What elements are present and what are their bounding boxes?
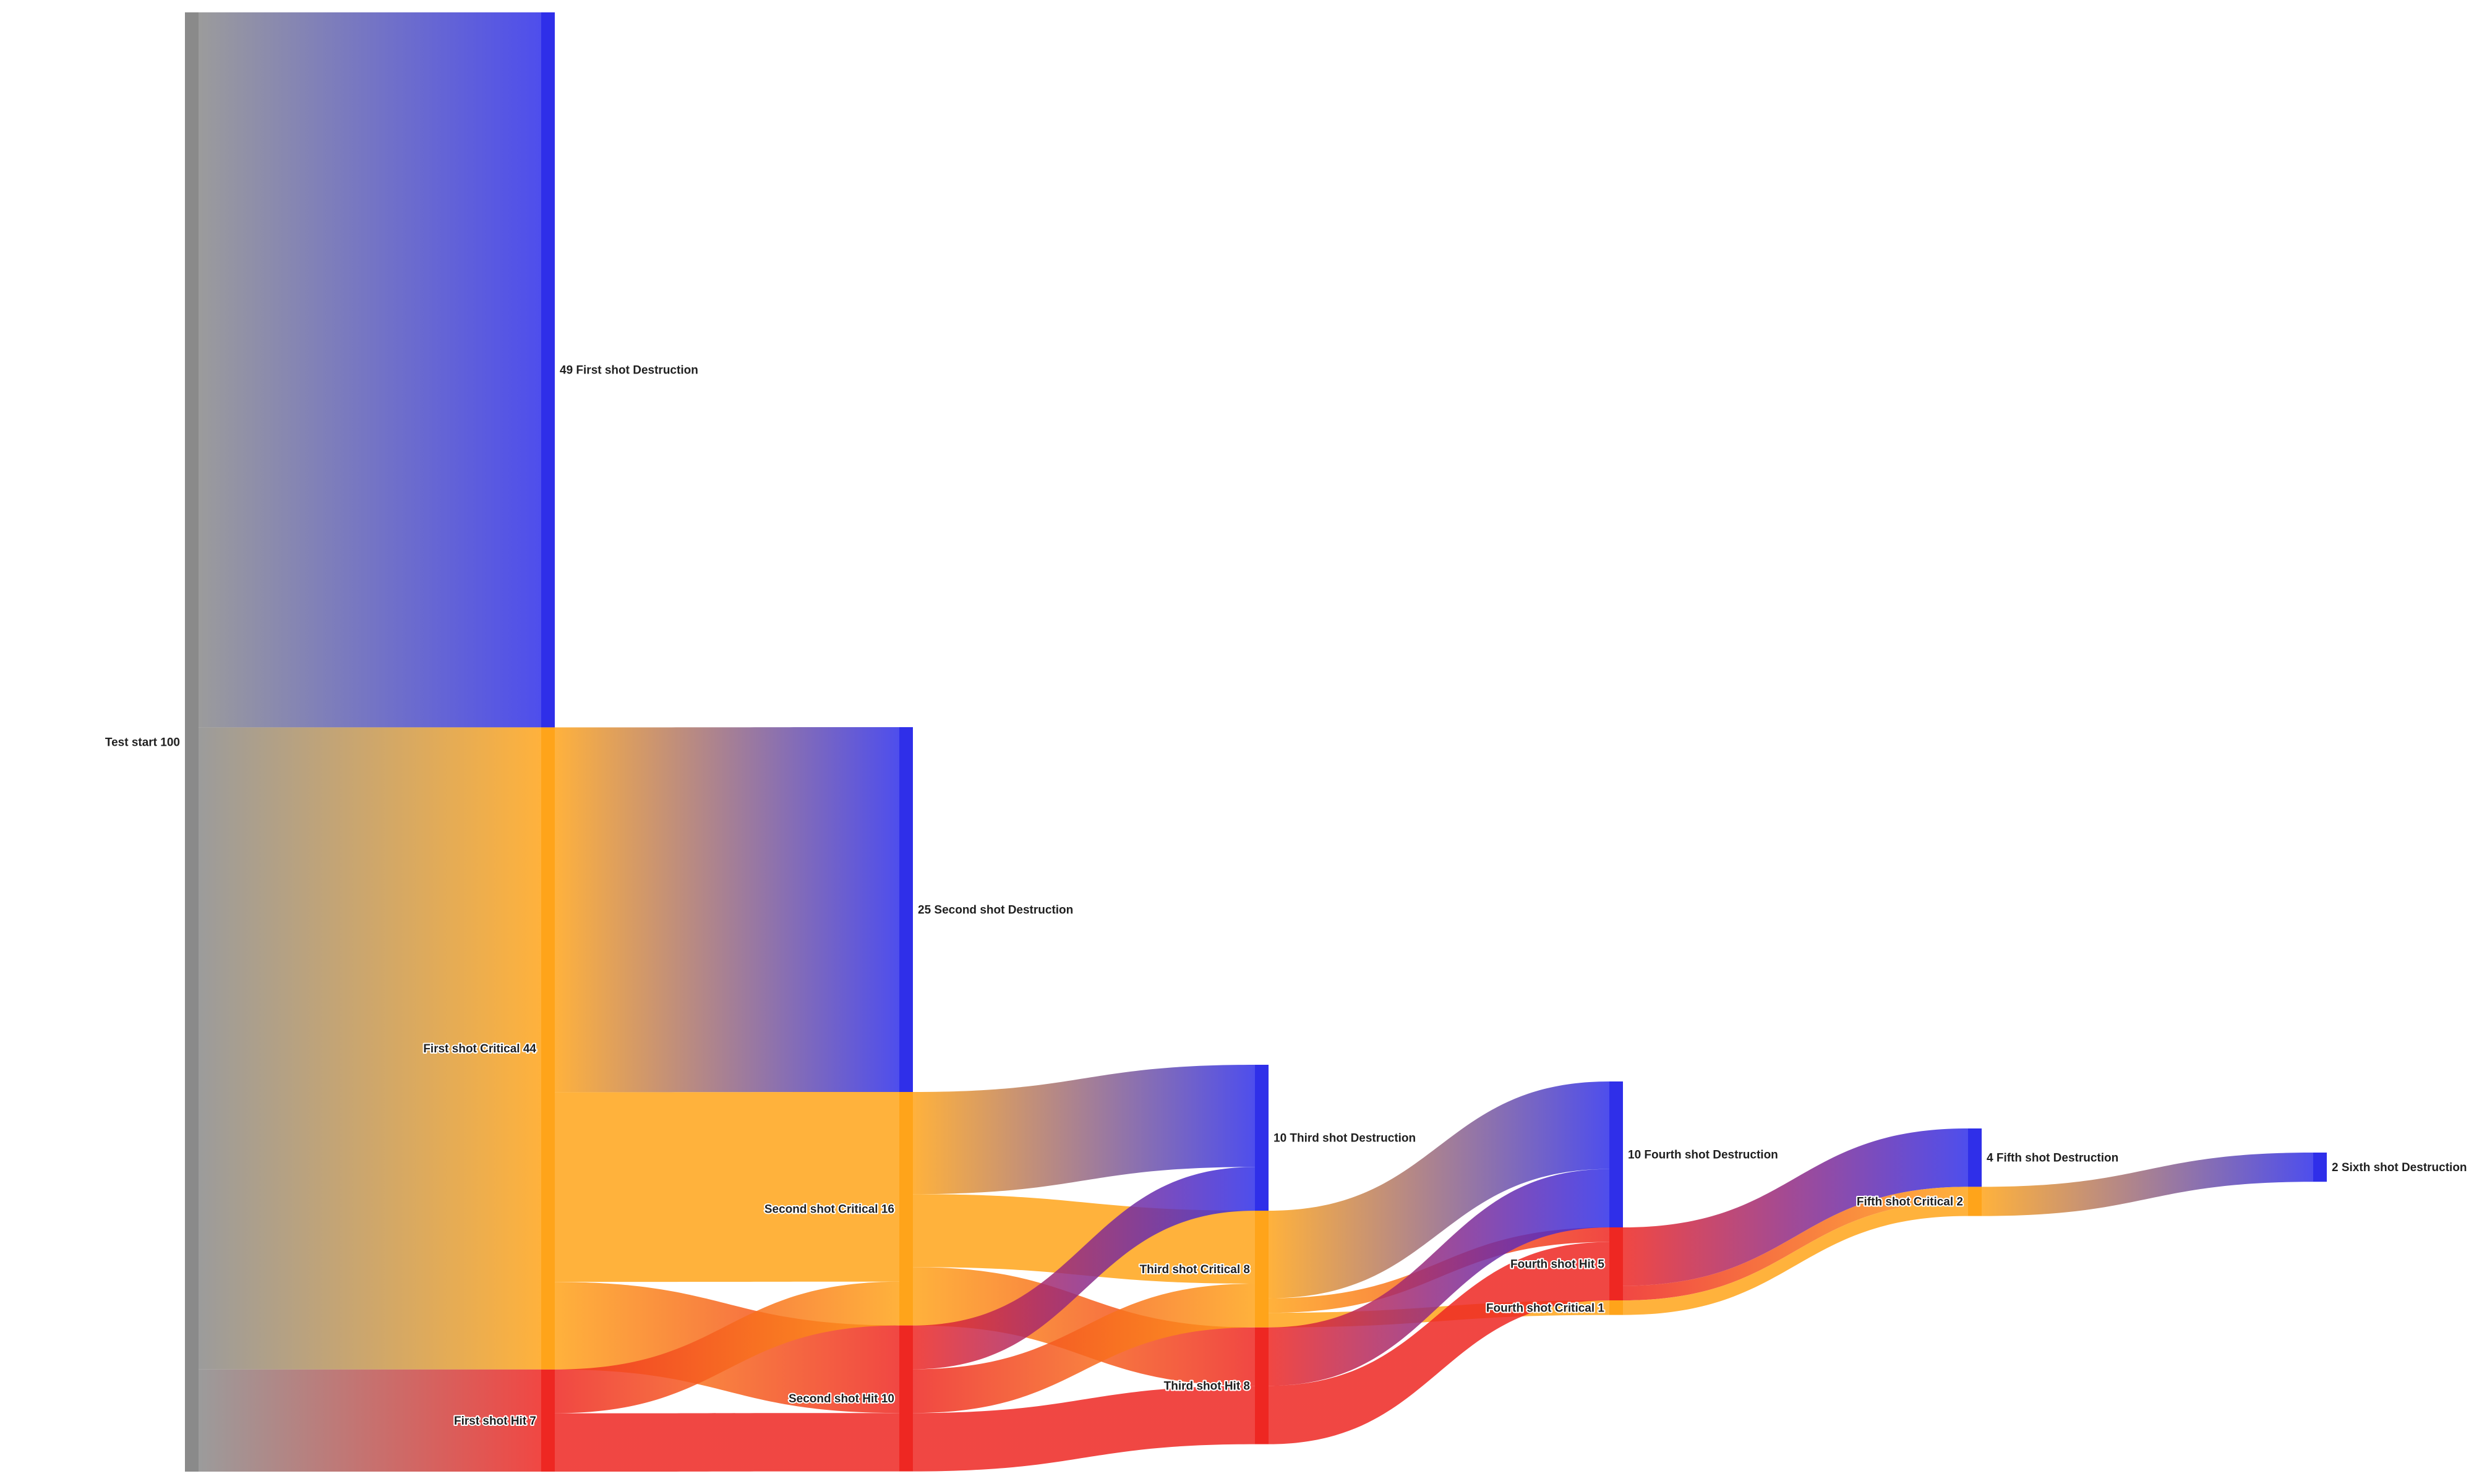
- sankey-node-c4[interactable]: [1609, 1300, 1623, 1315]
- node-label-start: Test start 100: [105, 736, 180, 749]
- node-label-h1: First shot Hit 7: [454, 1415, 536, 1428]
- node-label-d3: 10 Third shot Destruction: [1273, 1132, 1416, 1145]
- sankey-flow-h2-d3: [913, 1167, 1255, 1370]
- sankey-node-d5[interactable]: [1968, 1128, 1982, 1187]
- sankey-flow-start-d1: [199, 12, 541, 728]
- sankey-flow-h3-d4: [1269, 1169, 1609, 1386]
- sankey-node-h3[interactable]: [1255, 1327, 1269, 1444]
- node-label-c3: Third shot Critical 8: [1140, 1263, 1250, 1276]
- node-label-d6: 2 Sixth shot Destruction: [2332, 1161, 2467, 1174]
- sankey-flow-c3-d4: [1269, 1081, 1609, 1298]
- labels-layer: Test start 100 49 First shot Destruction F…: [104, 363, 2468, 1429]
- sankey-flow-h1-c2: [555, 1281, 899, 1414]
- node-label-c5: Fifth shot Critical 2: [1857, 1196, 1963, 1209]
- sankey-node-h2[interactable]: [899, 1325, 913, 1472]
- sankey-flow-start-h1: [199, 1369, 541, 1472]
- sankey-flow-c4-c5: [1623, 1201, 1968, 1315]
- sankey-node-c1[interactable]: [541, 727, 555, 1370]
- sankey-node-d1[interactable]: [541, 12, 555, 728]
- sankey-node-c5[interactable]: [1968, 1187, 1982, 1216]
- sankey-node-h4[interactable]: [1609, 1227, 1623, 1300]
- sankey-flow-h4-d5: [1623, 1128, 1968, 1286]
- sankey-flow-h4-c5: [1623, 1187, 1968, 1300]
- sankey-node-d2[interactable]: [899, 727, 913, 1092]
- sankey-flow-c1-d2: [555, 727, 899, 1093]
- sankey-flow-h1-h2: [555, 1413, 899, 1472]
- sankey-node-d6[interactable]: [2313, 1153, 2327, 1182]
- sankey-flow-c5-d6: [1982, 1153, 2313, 1216]
- node-label-h3: Third shot Hit 8: [1164, 1380, 1250, 1393]
- sankey-node-c3[interactable]: [1255, 1211, 1269, 1328]
- node-label-h4: Fourth shot Hit 5: [1510, 1258, 1604, 1271]
- flows-layer: [199, 12, 2313, 1472]
- sankey-node-d3[interactable]: [1255, 1065, 1269, 1211]
- node-label-c2: Second shot Critical 16: [764, 1203, 894, 1216]
- node-label-d4: 10 Fourth shot Destruction: [1628, 1149, 1778, 1162]
- sankey-flow-h2-c3: [913, 1284, 1255, 1414]
- node-label-c4: Fourth shot Critical 1: [1486, 1302, 1605, 1315]
- sankey-flow-c1-c2: [555, 1092, 899, 1282]
- nodes-layer: [185, 12, 2327, 1472]
- sankey-node-d4[interactable]: [1609, 1081, 1623, 1227]
- node-label-d5: 4 Fifth shot Destruction: [1987, 1152, 2118, 1165]
- sankey-flow-h2-h3: [913, 1386, 1255, 1472]
- node-label-d1: 49 First shot Destruction: [560, 364, 698, 377]
- node-label-d2: 25 Second shot Destruction: [918, 904, 1073, 917]
- node-label-c1: First shot Critical 44: [423, 1043, 536, 1055]
- sankey-node-h1[interactable]: [541, 1369, 555, 1472]
- sankey-flow-start-c1: [199, 727, 541, 1370]
- sankey-flow-c2-d3: [913, 1065, 1255, 1195]
- sankey-flow-h3-h4: [1269, 1242, 1609, 1444]
- sankey-node-start[interactable]: [185, 12, 199, 1472]
- sankey-node-c2[interactable]: [899, 1092, 913, 1326]
- node-label-h2: Second shot Hit 10: [789, 1392, 894, 1405]
